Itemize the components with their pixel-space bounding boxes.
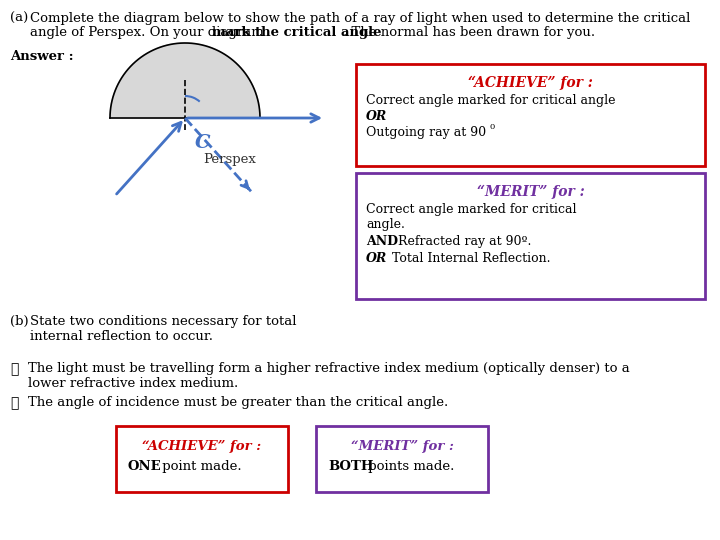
Text: angle of Perspex. On your diagram: angle of Perspex. On your diagram [30, 26, 268, 39]
Text: BOTH: BOTH [328, 460, 374, 473]
Text: Outgoing ray at 90: Outgoing ray at 90 [366, 126, 486, 139]
Text: angle.: angle. [366, 218, 405, 231]
FancyBboxPatch shape [356, 64, 705, 166]
Text: The angle of incidence must be greater than the critical angle.: The angle of incidence must be greater t… [28, 396, 449, 409]
Text: State two conditions necessary for total: State two conditions necessary for total [30, 315, 297, 328]
Text: “MERIT” for :: “MERIT” for : [477, 185, 585, 199]
Text: Perspex: Perspex [203, 153, 256, 166]
Text: ❖: ❖ [10, 396, 19, 410]
Text: C: C [195, 134, 210, 152]
Text: Correct angle marked for critical: Correct angle marked for critical [366, 203, 577, 216]
Text: “ACHIEVE” for :: “ACHIEVE” for : [143, 440, 261, 453]
Text: . The normal has been drawn for you.: . The normal has been drawn for you. [343, 26, 595, 39]
Polygon shape [110, 43, 260, 118]
Text: “ACHIEVE” for :: “ACHIEVE” for : [468, 76, 593, 90]
FancyBboxPatch shape [116, 426, 288, 492]
Text: Refracted ray at 90º.: Refracted ray at 90º. [394, 235, 531, 248]
Text: The light must be travelling form a higher refractive index medium (optically de: The light must be travelling form a high… [28, 362, 630, 375]
Text: ONE: ONE [128, 460, 161, 473]
Text: AND: AND [366, 235, 398, 248]
FancyBboxPatch shape [356, 173, 705, 299]
Text: mark the critical angle: mark the critical angle [212, 26, 382, 39]
Text: “MERIT” for :: “MERIT” for : [351, 440, 454, 453]
Text: internal reflection to occur.: internal reflection to occur. [30, 330, 213, 343]
Text: points made.: points made. [364, 460, 454, 473]
Text: 0: 0 [489, 123, 494, 131]
Text: Answer :: Answer : [10, 50, 73, 63]
Text: point made.: point made. [158, 460, 242, 473]
Text: Correct angle marked for critical angle: Correct angle marked for critical angle [366, 94, 616, 107]
Text: lower refractive index medium.: lower refractive index medium. [28, 377, 238, 390]
Text: ❖: ❖ [10, 362, 19, 376]
FancyBboxPatch shape [316, 426, 488, 492]
Text: (a): (a) [10, 12, 28, 25]
Text: Total Internal Reflection.: Total Internal Reflection. [388, 252, 551, 265]
Text: Complete the diagram below to show the path of a ray of light when used to deter: Complete the diagram below to show the p… [30, 12, 690, 25]
Text: (b): (b) [10, 315, 29, 328]
Text: OR: OR [366, 110, 387, 123]
Text: OR: OR [366, 252, 387, 265]
